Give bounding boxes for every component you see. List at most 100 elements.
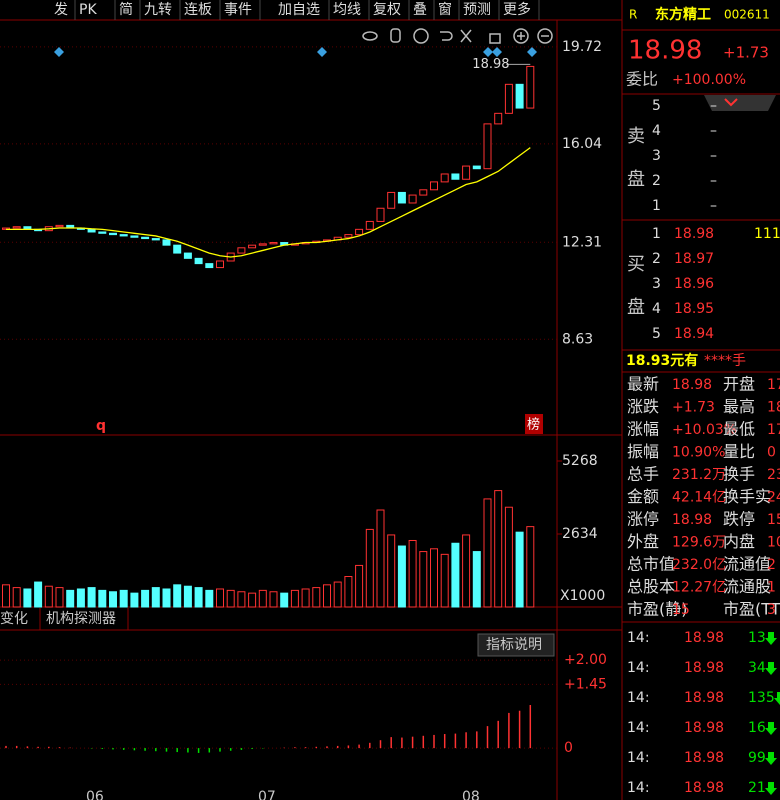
tab[interactable]: 变化 [0, 611, 28, 627]
toolbar-item[interactable]: 简 [119, 1, 133, 18]
toolbar-item[interactable]: 叠 [413, 2, 427, 18]
candle [141, 236, 150, 240]
badge [626, 6, 640, 22]
y-tick-label: +1.45 [564, 676, 607, 692]
volume-bar [515, 531, 524, 608]
candle [397, 191, 406, 204]
volume-bar [323, 584, 331, 608]
change: +1.73 [723, 44, 769, 62]
trade-volume: 21 [748, 780, 766, 796]
candle [430, 181, 438, 191]
toolbar-item[interactable]: 复权 [373, 1, 401, 18]
trade-volume: 99 [748, 750, 766, 766]
volume-bar [109, 591, 117, 608]
icon[interactable] [537, 28, 553, 44]
stat-label: 换手 [723, 465, 755, 484]
buy-price: 18.96 [674, 276, 714, 292]
stat-value: 12.27亿 [672, 580, 726, 596]
price: 18.98 [628, 36, 702, 66]
button[interactable] [477, 633, 555, 657]
ratio: +100.00% [672, 72, 746, 88]
toolbar-item[interactable]: 事件 [224, 2, 252, 18]
tab[interactable]: 机构探测器 [46, 611, 116, 627]
chevron[interactable] [724, 98, 738, 107]
volume-bar [290, 589, 299, 608]
trade-volume: 16 [748, 720, 766, 736]
candle [12, 226, 21, 229]
volume-bar [141, 589, 150, 608]
level: 2 [652, 173, 661, 189]
stat-value: 23.0 [767, 467, 780, 483]
candle [387, 191, 396, 209]
stat-label: 涨跌 [627, 397, 659, 416]
buy-price: 18.95 [674, 301, 714, 317]
volume-bar [173, 584, 182, 608]
toolbar-item[interactable]: PK [79, 2, 97, 18]
toolbar-item[interactable]: 窗 [438, 1, 452, 18]
toolbar-item[interactable]: 连板 [184, 2, 212, 18]
stat-value: 129.6万 [672, 535, 726, 551]
stock-code: 002611 [724, 8, 770, 22]
trade-price: 18.98 [684, 720, 724, 736]
stat-label: 总手 [627, 465, 659, 484]
collapse[interactable] [704, 95, 776, 111]
stat-value: 15 [672, 602, 690, 618]
toolbar-item[interactable]: 预测 [463, 2, 491, 18]
badge [525, 414, 543, 434]
buy-price: 18.97 [674, 251, 714, 267]
y-tick-label: 2634 [562, 526, 598, 542]
volume-unit: X1000 [560, 588, 605, 604]
sell-price: – [710, 148, 717, 164]
toolbar-item[interactable]: 更多 [503, 1, 531, 18]
trade-time: 14: [627, 720, 650, 736]
stat-value: 2 [767, 557, 776, 573]
buy-volume: 111 [754, 226, 780, 242]
icon[interactable] [362, 31, 378, 41]
toolbar-icons[interactable] [362, 28, 553, 44]
month-label: 06 [86, 789, 104, 800]
ratio-label: 委比 [626, 70, 658, 89]
toolbar-item[interactable]: 加自选 [278, 2, 320, 18]
stat-label: 换手实 [723, 487, 771, 506]
volume-bar [12, 587, 21, 608]
toolbar-item[interactable]: 发 [54, 2, 68, 18]
icon[interactable] [390, 28, 401, 43]
side-label: 买 [627, 254, 645, 275]
icon[interactable] [413, 28, 429, 44]
level: 1 [652, 226, 661, 242]
candle [526, 65, 535, 109]
stat-value: 18 [767, 400, 780, 416]
icon[interactable] [517, 32, 525, 40]
stat-label: 量比 [723, 442, 755, 461]
icon[interactable] [460, 29, 472, 43]
stat-label: 市盈(TTM) [723, 600, 780, 619]
y-tick-label: 12.31 [562, 234, 602, 250]
volume-bar [23, 588, 32, 608]
icon[interactable] [489, 33, 501, 44]
volume-bar [312, 587, 321, 608]
toolbar-item[interactable]: 九转 [144, 2, 172, 18]
volume-bar [216, 588, 224, 608]
volume-bar [194, 587, 203, 608]
y-tick-label: +2.00 [564, 652, 607, 668]
candle [376, 207, 385, 222]
volume-bar [162, 588, 171, 608]
icon[interactable] [513, 28, 529, 44]
y-tick-label: 0 [564, 740, 573, 756]
volume-bar [258, 589, 267, 608]
trade-time: 14: [627, 750, 650, 766]
volume-bar [55, 587, 64, 608]
down-arrow [774, 692, 780, 705]
indicator-button[interactable]: 指标说明 [486, 637, 542, 653]
candle [365, 220, 374, 230]
candle [194, 257, 203, 265]
icon[interactable] [440, 31, 453, 41]
stat-value: 17 [767, 377, 780, 393]
toolbar-item[interactable]: 均线 [333, 2, 361, 18]
candle [109, 232, 117, 236]
marker [492, 47, 502, 57]
volume-bar [44, 585, 53, 608]
